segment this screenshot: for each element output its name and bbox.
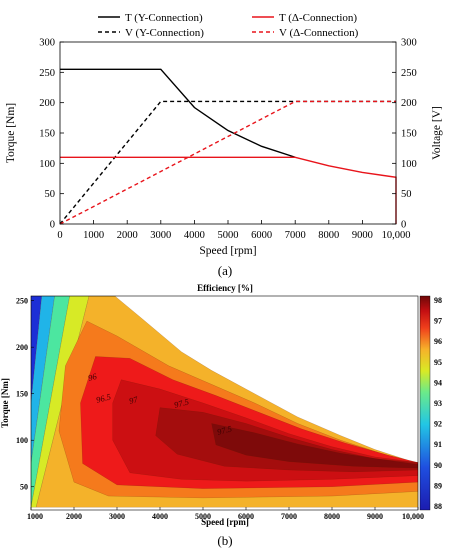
panel-b-y-axis-label: Torque [Nm] [0, 378, 10, 428]
x-tick-label: 1000 [83, 230, 104, 241]
panel-a-x-ticks: 0 1000 2000 3000 4000 5000 6000 7000 8000 9000 10,… [57, 220, 410, 241]
panel-b-x-ticks: 1000 2000 3000 4000 5000 6000 7000 8000 9000 10,0… [27, 507, 424, 521]
panel-b: Efficiency [%] 1000 2000 3000 4000 5000 6000 7… [0, 283, 442, 548]
b-x-tick-label: 4000 [152, 512, 168, 521]
panel-a-caption: (a) [218, 263, 232, 278]
colorbar-tick-label: 98 [434, 296, 442, 305]
b-y-tick-label: 100 [16, 436, 28, 445]
x-tick-label: 6000 [251, 230, 272, 241]
panel-b-caption: (b) [217, 533, 232, 548]
y2-tick-label: 150 [401, 129, 417, 140]
panel-a-y-ticks: 0 50 100 150 200 250 300 [39, 38, 64, 231]
colorbar [419, 295, 431, 511]
panel-a-y-axis-label: Torque [Nm] [5, 103, 17, 163]
y2-tick-label: 100 [401, 159, 417, 170]
b-x-tick-label: 9000 [367, 512, 383, 521]
x-tick-label: 10,000 [382, 230, 411, 241]
y2-tick-label: 250 [401, 68, 417, 79]
contour-region-98 [211, 423, 418, 469]
panel-a-series [59, 68, 397, 225]
colorbar-ticks: 88 89 90 91 92 93 94 95 96 97 98 [434, 296, 442, 511]
contour-label-97-5-b: 97.5 [216, 423, 233, 437]
y-tick-label: 100 [39, 159, 55, 170]
panel-b-y-ticks: 50 100 150 200 250 [16, 297, 34, 492]
x-tick-label: 4000 [184, 230, 205, 241]
colorbar-tick-label: 91 [434, 440, 442, 449]
legend-label-t-delta: T (Δ-Connection) [279, 12, 357, 24]
b-x-tick-label: 10,000 [402, 512, 424, 521]
b-x-tick-label: 1000 [27, 512, 43, 521]
y2-tick-label: 300 [401, 38, 417, 49]
series-line-0 [60, 68, 296, 158]
panel-a-legend: T (Y-Connection) V (Y-Connection) T (Δ-C… [98, 12, 359, 39]
colorbar-tick-label: 88 [434, 502, 442, 511]
b-y-tick-label: 150 [16, 390, 28, 399]
b-x-tick-label: 7000 [281, 512, 297, 521]
panel-b-contour-labels: 96 96.5 97 97.5 97.5 [87, 371, 233, 437]
panel-b-frame [30, 295, 419, 511]
y2-tick-label: 200 [401, 98, 417, 109]
colorbar-tick-label: 90 [434, 461, 442, 470]
x-tick-label: 2000 [117, 230, 138, 241]
x-tick-label: 5000 [218, 230, 239, 241]
contour-label-97-a: 97 [128, 394, 140, 406]
series-line-3 [59, 100, 396, 225]
y-tick-label: 0 [50, 220, 55, 231]
panel-b-title: Efficiency [%] [197, 283, 253, 293]
b-y-tick-label: 50 [20, 483, 28, 492]
y2-tick-label: 50 [401, 189, 412, 200]
y-tick-label: 300 [39, 38, 55, 49]
b-x-tick-label: 5000 [195, 512, 211, 521]
colorbar-tick-label: 89 [434, 481, 442, 490]
x-tick-label: 9000 [352, 230, 373, 241]
colorbar-tick-label: 92 [434, 420, 442, 429]
contour-label-96: 96 [87, 371, 99, 383]
b-x-tick-label: 8000 [324, 512, 340, 521]
y-tick-label: 50 [45, 189, 56, 200]
series-line-2 [60, 156, 397, 224]
panel-a-x-axis-label: Speed [rpm] [199, 245, 256, 257]
y2-tick-label: 0 [401, 220, 406, 231]
panel-b-contour-regions [31, 296, 418, 508]
colorbar-tick-label: 96 [434, 337, 442, 346]
b-y-tick-label: 250 [16, 297, 28, 306]
x-tick-label: 8000 [318, 230, 339, 241]
b-y-tick-label: 200 [16, 343, 28, 352]
legend-label-t-y: T (Y-Connection) [125, 12, 203, 24]
legend-label-v-delta: V (Δ-Connection) [279, 27, 359, 39]
panel-a-y2-axis-label: Voltage [V] [431, 106, 443, 160]
y-tick-label: 250 [39, 68, 55, 79]
b-x-tick-label: 2000 [66, 512, 82, 521]
contour-label-97-5-a: 97.5 [173, 396, 190, 410]
panel-b-x-axis-label: Speed [rpm] [201, 517, 249, 527]
colorbar-tick-label: 93 [434, 399, 442, 408]
series-line-1 [59, 100, 396, 225]
panel-a-y2-ticks: 0 50 100 150 200 250 300 [392, 38, 417, 231]
b-x-tick-label: 6000 [238, 512, 254, 521]
colorbar-tick-label: 94 [434, 378, 442, 387]
legend-label-v-y: V (Y-Connection) [125, 27, 204, 39]
colorbar-tick-label: 95 [434, 358, 442, 367]
x-tick-label: 7000 [285, 230, 306, 241]
panel-a: 0 1000 2000 3000 4000 5000 6000 7000 8000 9000 10,… [5, 12, 443, 278]
contour-label-96-5: 96.5 [95, 391, 112, 405]
x-tick-label: 0 [57, 230, 62, 241]
b-x-tick-label: 3000 [109, 512, 125, 521]
colorbar-tick-label: 97 [434, 317, 442, 326]
x-tick-label: 3000 [150, 230, 171, 241]
y-tick-label: 150 [39, 129, 55, 140]
y-tick-label: 200 [39, 98, 55, 109]
